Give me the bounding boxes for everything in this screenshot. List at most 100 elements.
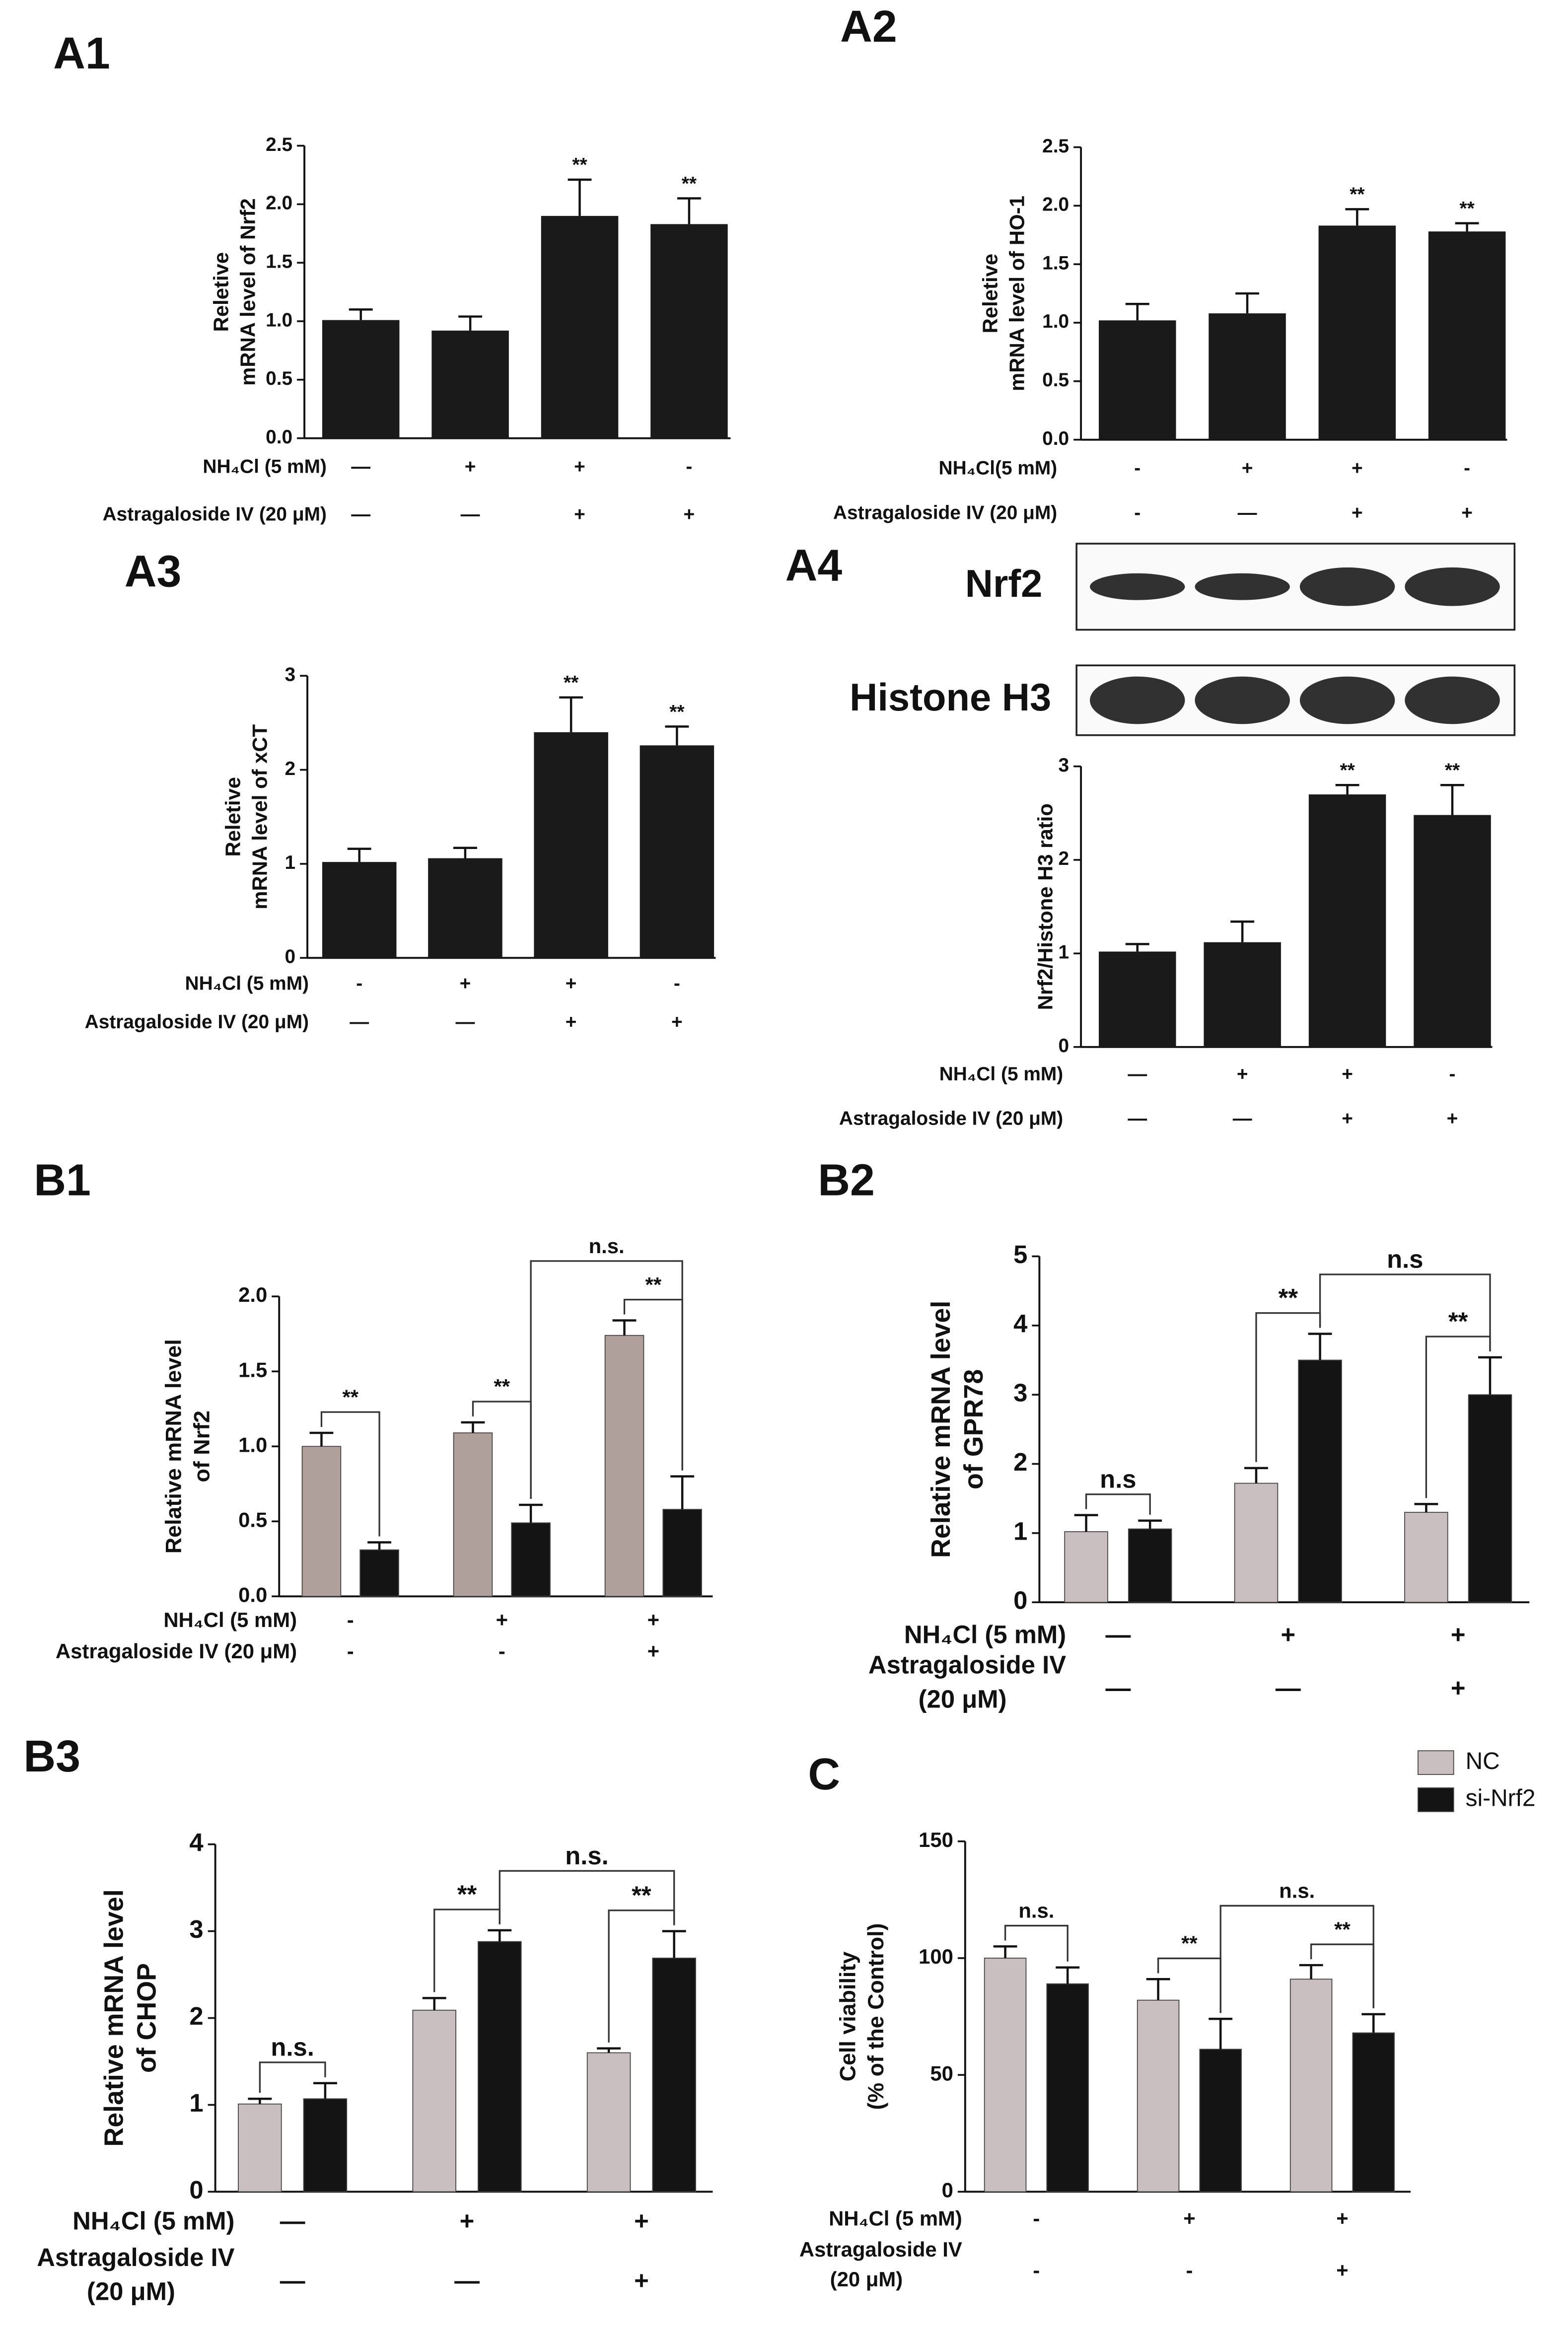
significance-label: ** xyxy=(1460,198,1475,219)
bar xyxy=(428,858,502,958)
condition-label: (20 μM) xyxy=(830,2267,903,2291)
bar xyxy=(1234,1483,1279,1603)
condition-label: Astragaloside IV xyxy=(799,2238,962,2261)
condition-label: NH₄Cl (5 mM) xyxy=(904,1620,1066,1648)
bar xyxy=(640,745,714,958)
condition-label: NH₄Cl (5 mM) xyxy=(829,2206,962,2230)
y-tick-label: 0 xyxy=(189,2176,203,2204)
y-axis-label: of CHOP xyxy=(132,1963,161,2073)
bar xyxy=(1199,2049,1242,2192)
error-bar xyxy=(1146,1978,1170,2000)
y-tick-label: 1.5 xyxy=(1042,252,1069,274)
y-tick-label: 2 xyxy=(1013,1448,1027,1476)
error-bar xyxy=(347,848,371,862)
bracket-label: n.s. xyxy=(271,2033,314,2061)
condition-mark: - xyxy=(686,456,692,478)
condition-mark: - xyxy=(1033,2206,1040,2230)
bracket xyxy=(1004,1924,1069,1962)
y-axis-label: of Nrf2 xyxy=(189,1411,214,1483)
condition-mark: + xyxy=(647,1608,659,1631)
condition-mark: - xyxy=(347,1639,354,1663)
blot-band xyxy=(1090,573,1185,600)
significance-label: ** xyxy=(682,173,697,195)
bar xyxy=(650,224,728,438)
condition-mark: + xyxy=(465,456,476,478)
bar xyxy=(1352,2032,1395,2192)
condition-label: Astragaloside IV (20 μM) xyxy=(833,502,1057,523)
condition-mark: + xyxy=(1342,1063,1353,1085)
condition-mark: + xyxy=(460,2207,475,2235)
y-tick-label: 4 xyxy=(1013,1309,1027,1338)
error-bar xyxy=(1125,943,1149,952)
bar xyxy=(534,732,608,958)
y-tick-label: 2.0 xyxy=(266,193,292,214)
condition-label: Astragaloside IV xyxy=(868,1651,1066,1679)
error-bar xyxy=(1299,1964,1323,1980)
condition-label: NH₄Cl (5 mM) xyxy=(163,1608,297,1631)
bar xyxy=(1064,1531,1108,1603)
condition-label: (20 μM) xyxy=(919,1685,1007,1713)
error-bar xyxy=(248,2098,272,2104)
condition-mark: + xyxy=(566,973,577,994)
y-tick-label: 0.5 xyxy=(238,1508,267,1531)
y-tick-label: 2 xyxy=(285,758,295,779)
bracket xyxy=(259,2061,326,2093)
error-bar xyxy=(662,1930,686,1958)
y-tick-label: 4 xyxy=(189,1828,203,1856)
error-bar xyxy=(519,1503,543,1523)
error-bar xyxy=(1209,2018,1233,2050)
bar xyxy=(1414,815,1491,1047)
bracket xyxy=(1219,1905,1374,2013)
blot-band xyxy=(1195,676,1290,724)
y-axis-label: Reletive xyxy=(221,777,245,857)
condition-mark: + xyxy=(1336,2259,1348,2282)
bar xyxy=(301,1446,342,1597)
condition-label: Astragaloside IV (20 μM) xyxy=(839,1108,1063,1130)
condition-mark: + xyxy=(1237,1063,1248,1085)
y-tick-label: 2.0 xyxy=(1042,194,1069,215)
bracket-label: n.s. xyxy=(1279,1879,1315,1903)
y-axis-label: of GPR78 xyxy=(959,1369,989,1489)
bar xyxy=(322,320,400,438)
error-bar xyxy=(670,1475,695,1510)
error-bar xyxy=(993,1945,1017,1958)
condition-mark: — xyxy=(1233,1108,1252,1130)
error-bar xyxy=(1244,1467,1268,1484)
y-axis-label: mRNA level of Nrf2 xyxy=(236,198,259,386)
significance-label: ** xyxy=(1350,184,1365,206)
condition-mark: - xyxy=(347,1608,354,1631)
y-tick-label: 0.5 xyxy=(266,368,292,389)
error-bar xyxy=(1440,783,1464,815)
y-tick-label: 1 xyxy=(1013,1517,1027,1545)
condition-mark: — xyxy=(280,2207,305,2235)
condition-mark: + xyxy=(684,503,695,525)
condition-mark: + xyxy=(566,1011,577,1033)
y-tick-label: 2.5 xyxy=(1042,136,1069,157)
bracket-label: ** xyxy=(457,1880,477,1909)
y-tick-label: 0.5 xyxy=(1042,369,1069,391)
condition-mark: — xyxy=(456,1011,475,1033)
panel-label: B1 xyxy=(34,1156,91,1205)
bar xyxy=(453,1432,493,1597)
condition-label: (20 μM) xyxy=(87,2277,175,2306)
error-bar xyxy=(461,1421,485,1433)
bar xyxy=(652,1957,696,2192)
condition-mark: - xyxy=(674,973,680,994)
error-bar xyxy=(458,315,483,331)
condition-mark: — xyxy=(1105,1674,1131,1702)
condition-mark: — xyxy=(350,1011,369,1033)
error-bar xyxy=(568,178,592,216)
condition-mark: + xyxy=(634,2207,649,2235)
condition-mark: — xyxy=(461,503,480,525)
significance-label: ** xyxy=(669,702,685,723)
y-tick-label: 0 xyxy=(1059,1035,1069,1057)
y-tick-label: 2.0 xyxy=(238,1283,267,1306)
blot-band xyxy=(1090,676,1185,724)
bracket-label: n.s. xyxy=(1018,1899,1054,1922)
error-bar xyxy=(313,2082,337,2099)
significance-label: ** xyxy=(572,154,587,176)
condition-mark: — xyxy=(1105,1620,1131,1648)
bar xyxy=(604,1335,644,1597)
condition-mark: - xyxy=(1186,2259,1193,2282)
bar xyxy=(511,1522,551,1597)
